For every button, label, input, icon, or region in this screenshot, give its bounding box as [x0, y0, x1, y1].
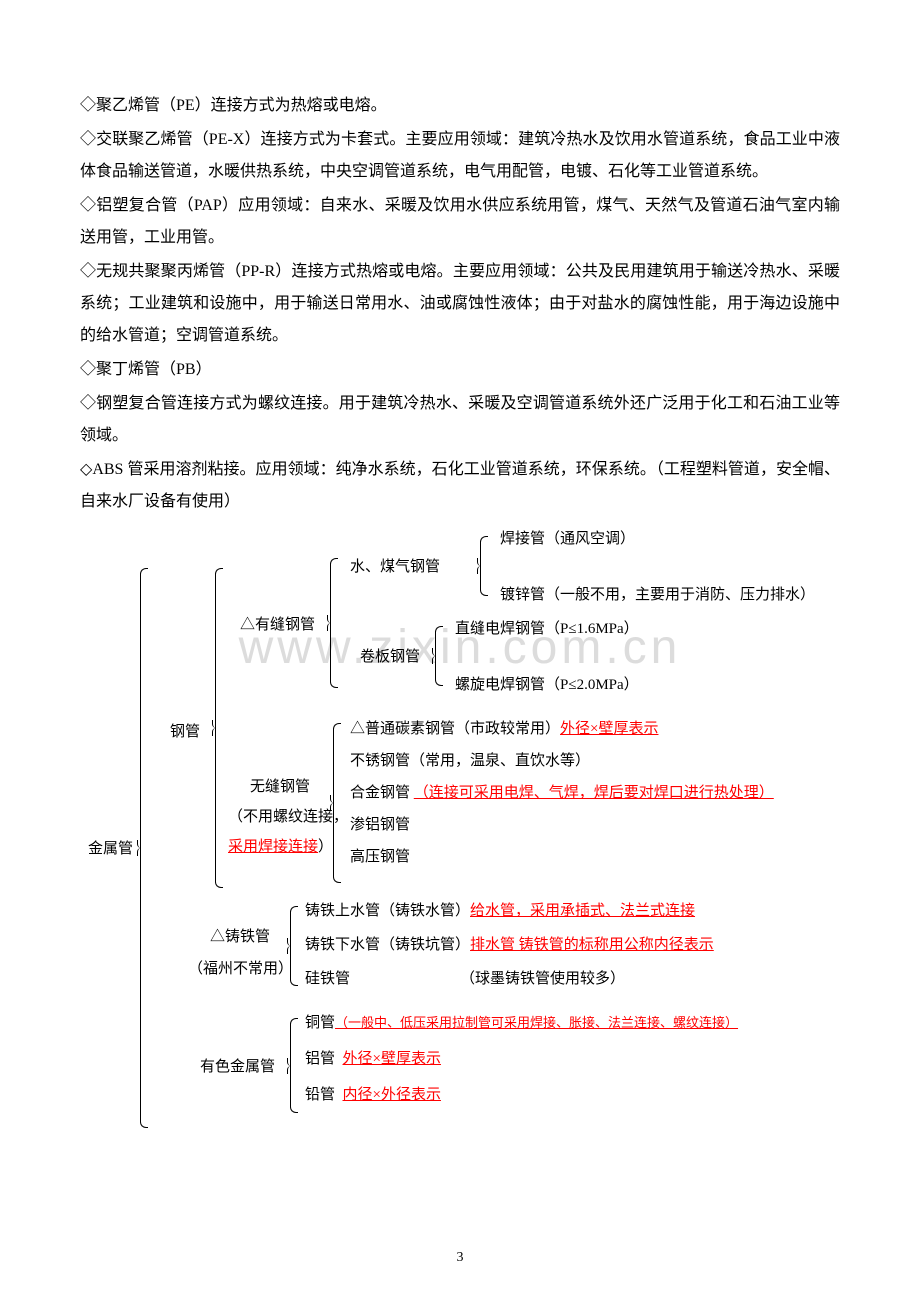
- seamless-red: 采用焊接连接: [228, 839, 318, 855]
- node-copper: 铜管（一般中、低压采用拉制管可采用焊接、胀接、法兰连接、螺纹连接）: [305, 1014, 738, 1034]
- alloy-red: （连接可采用电焊、气焊，焊后要对焊口进行热处理）: [414, 785, 774, 801]
- node-seamed: △有缝钢管: [240, 616, 315, 636]
- node-alum-infused: 渗铝钢管: [350, 816, 410, 836]
- classification-tree: 金属管 钢管 △有缝钢管 水、煤气钢管 焊接管（通风空调） 镀锌管（一般不用，主…: [80, 528, 840, 1168]
- castdown-red: 排水管 铸铁管的标称用公称内径表示: [470, 937, 714, 953]
- node-seamless-note2: 采用焊接连接）: [228, 838, 333, 858]
- node-seamless-note1: （不用螺纹连接，: [228, 808, 348, 828]
- node-castiron-note: （福州不常用）: [188, 960, 293, 980]
- node-castiron: △铸铁管: [210, 928, 270, 948]
- brace-nonferrous: [290, 1018, 298, 1113]
- paragraph-abs: ◇ABS 管采用溶剂粘接。应用领域：纯净水系统，石化工业管道系统，环保系统。（工…: [80, 454, 840, 518]
- node-spiral-weld: 螺旋电焊钢管（P≤2.0MPa）: [455, 676, 639, 696]
- node-high-pressure: 高压钢管: [350, 848, 410, 868]
- node-lead: 铅管 内径×外径表示: [305, 1086, 441, 1106]
- brace-root: [140, 568, 148, 1128]
- node-root: 金属管: [88, 840, 133, 860]
- node-alloy: 合金钢管 （连接可采用电焊、气焊，焊后要对焊口进行热处理）: [350, 784, 774, 804]
- castup-text: 铸铁上水管（铸铁水管）: [305, 903, 470, 919]
- paragraph-steel-plastic: ◇钢塑复合管连接方式为螺纹连接。用于建筑冷热水、采暖及空调管道系统外还广泛用于化…: [80, 388, 840, 452]
- node-carbon: △普通碳素钢管（市政较常用）外径×壁厚表示: [350, 720, 658, 740]
- brace-rolled: [435, 626, 443, 686]
- castdown-text: 铸铁下水管（铸铁坑管）: [305, 937, 470, 953]
- brace-seamless: [333, 723, 341, 883]
- node-welded: 焊接管（通风空调）: [500, 530, 635, 550]
- node-aluminum: 铝管 外径×壁厚表示: [305, 1050, 441, 1070]
- carbon-red: 外径×壁厚表示: [560, 721, 658, 737]
- node-nonferrous: 有色金属管: [200, 1058, 275, 1078]
- paragraph-pe: ◇聚乙烯管（PE）连接方式为热熔或电熔。: [80, 90, 840, 122]
- node-steel: 钢管: [170, 723, 200, 743]
- carbon-text: △普通碳素钢管（市政较常用）: [350, 721, 560, 737]
- copper-red: （一般中、低压采用拉制管可采用焊接、胀接、法兰连接、螺纹连接）: [335, 1015, 738, 1030]
- lead-red: 内径×外径表示: [343, 1087, 441, 1103]
- node-seamless: 无缝钢管: [250, 778, 310, 798]
- node-cast-down: 铸铁下水管（铸铁坑管）排水管 铸铁管的标称用公称内径表示: [305, 936, 714, 956]
- brace-steel: [215, 568, 223, 888]
- seamless-post: ）: [318, 839, 333, 855]
- brace-watergas: [480, 536, 488, 596]
- alloy-text: 合金钢管: [350, 785, 410, 801]
- node-cast-up: 铸铁上水管（铸铁水管）给水管，采用承插式、法兰式连接: [305, 902, 695, 922]
- paragraph-ppr: ◇无规共聚聚丙烯管（PP-R）连接方式热熔或电熔。主要应用领域：公共及民用建筑用…: [80, 256, 840, 352]
- brace-seamed: [330, 558, 338, 688]
- alum-text: 铝管: [305, 1051, 335, 1067]
- node-rolled: 卷板钢管: [360, 648, 420, 668]
- copper-text: 铜管: [305, 1015, 335, 1031]
- node-straight-weld: 直缝电焊钢管（P≤1.6MPa）: [455, 620, 639, 640]
- alum-red: 外径×壁厚表示: [343, 1051, 441, 1067]
- castup-red: 给水管，采用承插式、法兰式连接: [470, 903, 695, 919]
- paragraph-pb: ◇聚丁烯管（PB）: [80, 354, 840, 386]
- page-number: 3: [457, 1244, 464, 1272]
- paragraph-pap: ◇铝塑复合管（PAP）应用领域：自来水、采暖及饮用水供应系统用管，煤气、天然气及…: [80, 190, 840, 254]
- node-silicon-note: （球墨铸铁管使用较多）: [460, 970, 625, 990]
- paragraph-pex: ◇交联聚乙烯管（PE-X）连接方式为卡套式。主要应用领域：建筑冷热水及饮用水管道…: [80, 124, 840, 188]
- silicon-text: 硅铁管: [305, 971, 350, 987]
- node-galvanized: 镀锌管（一般不用，主要用于消防、压力排水）: [500, 586, 815, 606]
- document-body: ◇聚乙烯管（PE）连接方式为热熔或电熔。 ◇交联聚乙烯管（PE-X）连接方式为卡…: [80, 90, 840, 1168]
- node-silicon: 硅铁管: [305, 970, 350, 990]
- node-stainless: 不锈钢管（常用，温泉、直饮水等）: [350, 752, 590, 772]
- node-watergas: 水、煤气钢管: [350, 558, 440, 578]
- lead-text: 铅管: [305, 1087, 335, 1103]
